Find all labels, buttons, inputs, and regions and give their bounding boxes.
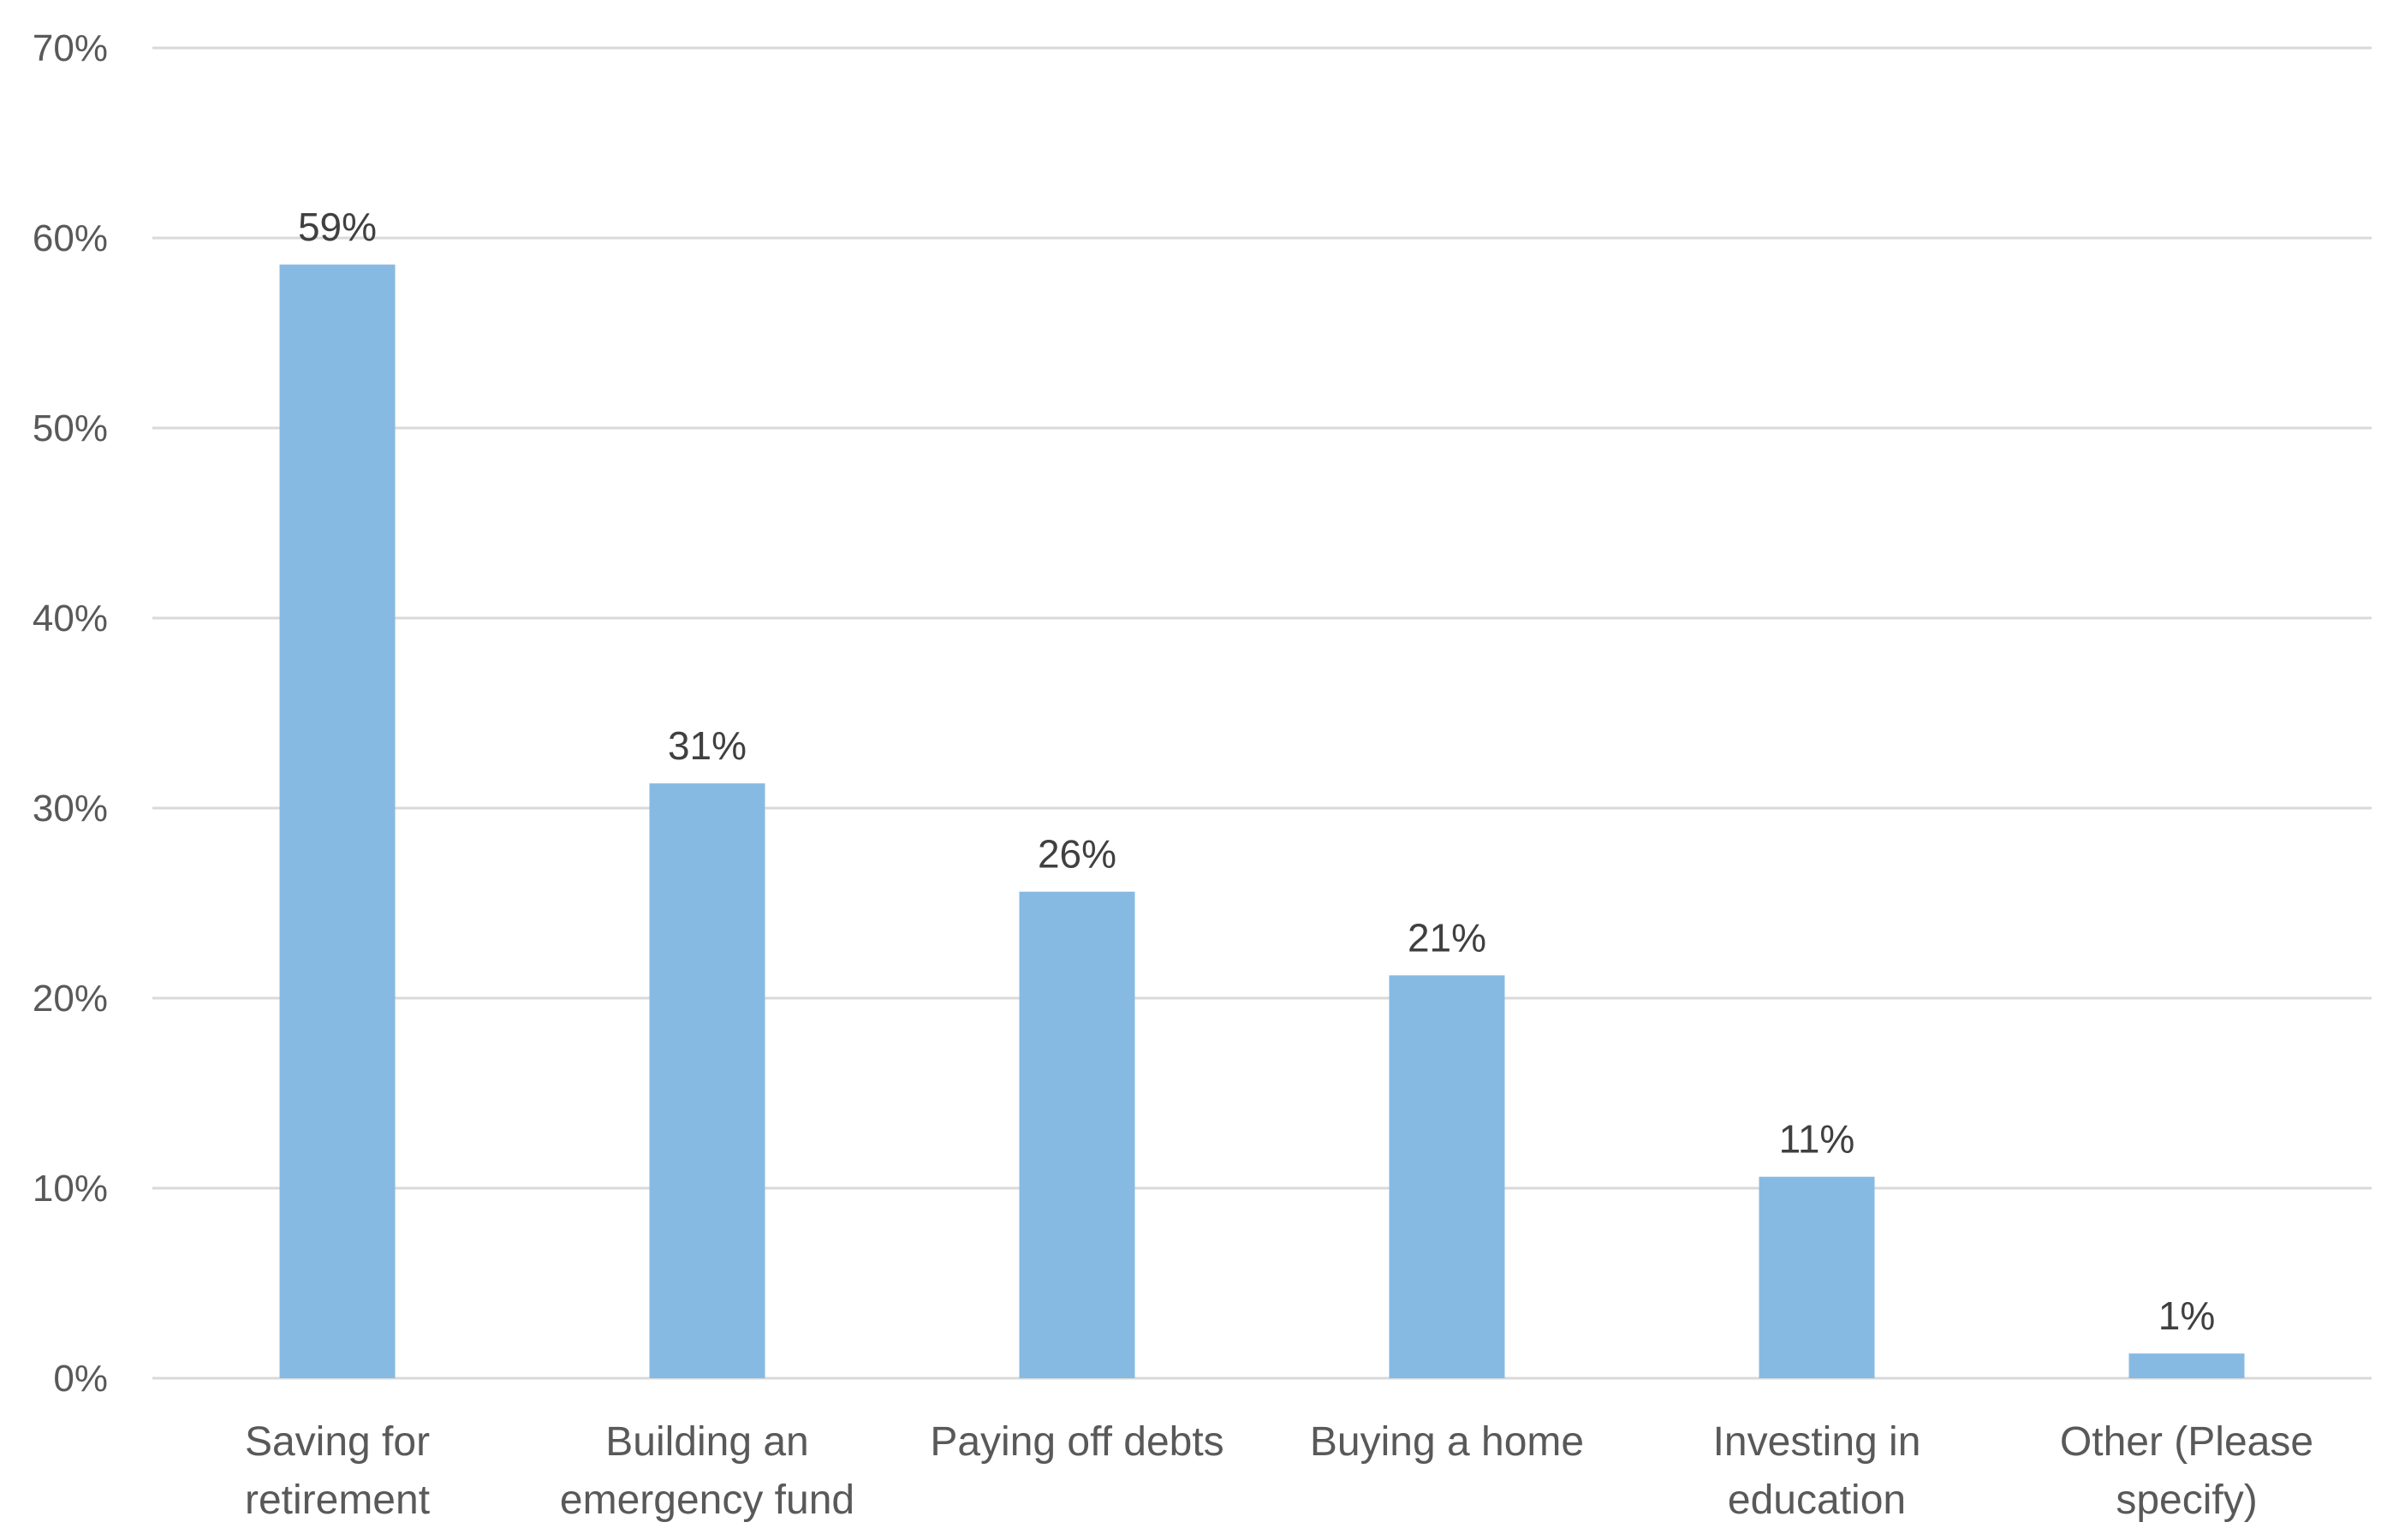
y-tick-label: 30% [33,788,108,829]
data-label: 1% [2158,1293,2215,1338]
bar [1389,975,1505,1378]
category-label-line: Buying a home [1310,1419,1584,1465]
category-label-line: emergency fund [560,1478,854,1523]
category-label-line: Other (Please [2060,1419,2313,1465]
bar [649,783,765,1378]
data-label: 21% [1408,915,1486,960]
category-label-line: Building an [605,1419,809,1465]
bar [279,265,396,1379]
data-label: 26% [1038,832,1116,877]
category-label: Building an emergency fund [560,1419,854,1523]
y-tick-label: 70% [33,27,108,69]
gridlines [152,46,2372,1380]
bar [1759,1176,1875,1378]
data-label: 31% [668,723,747,768]
y-tick-label: 10% [33,1168,108,1210]
bar [1019,891,1135,1378]
category-label-line: specify) [2116,1478,2257,1523]
bars [279,265,2245,1379]
category-label: Paying off debts [930,1419,1223,1465]
y-tick-label: 20% [33,978,108,1020]
category-label-line: education [1728,1478,1906,1523]
data-label: 59% [298,205,377,249]
x-axis-category-labels: Saving for retirement Building an emergency… [245,1419,2313,1523]
y-tick-label: 0% [53,1358,108,1400]
category-label: Buying a home [1310,1419,1584,1465]
category-label-line: Investing in [1713,1419,1921,1465]
category-label-line: retirement [245,1478,430,1523]
category-label-line: Paying off debts [930,1419,1223,1465]
category-label-line: Saving for [245,1419,430,1465]
y-tick-label: 60% [33,217,108,259]
y-tick-label: 40% [33,598,108,639]
y-tick-label: 50% [33,407,108,449]
y-axis-tick-labels: 0% 10% 20% 30% 40% 50% 60% 70% [33,27,108,1400]
category-label: Saving for retirement [245,1419,430,1523]
data-label: 11% [1779,1117,1855,1162]
data-labels: 59% 31% 26% 21% 11% 1% [298,205,2215,1338]
bar [2128,1353,2245,1378]
category-label: Investing in education [1713,1419,1921,1523]
category-label: Other (Please specify) [2060,1419,2313,1523]
